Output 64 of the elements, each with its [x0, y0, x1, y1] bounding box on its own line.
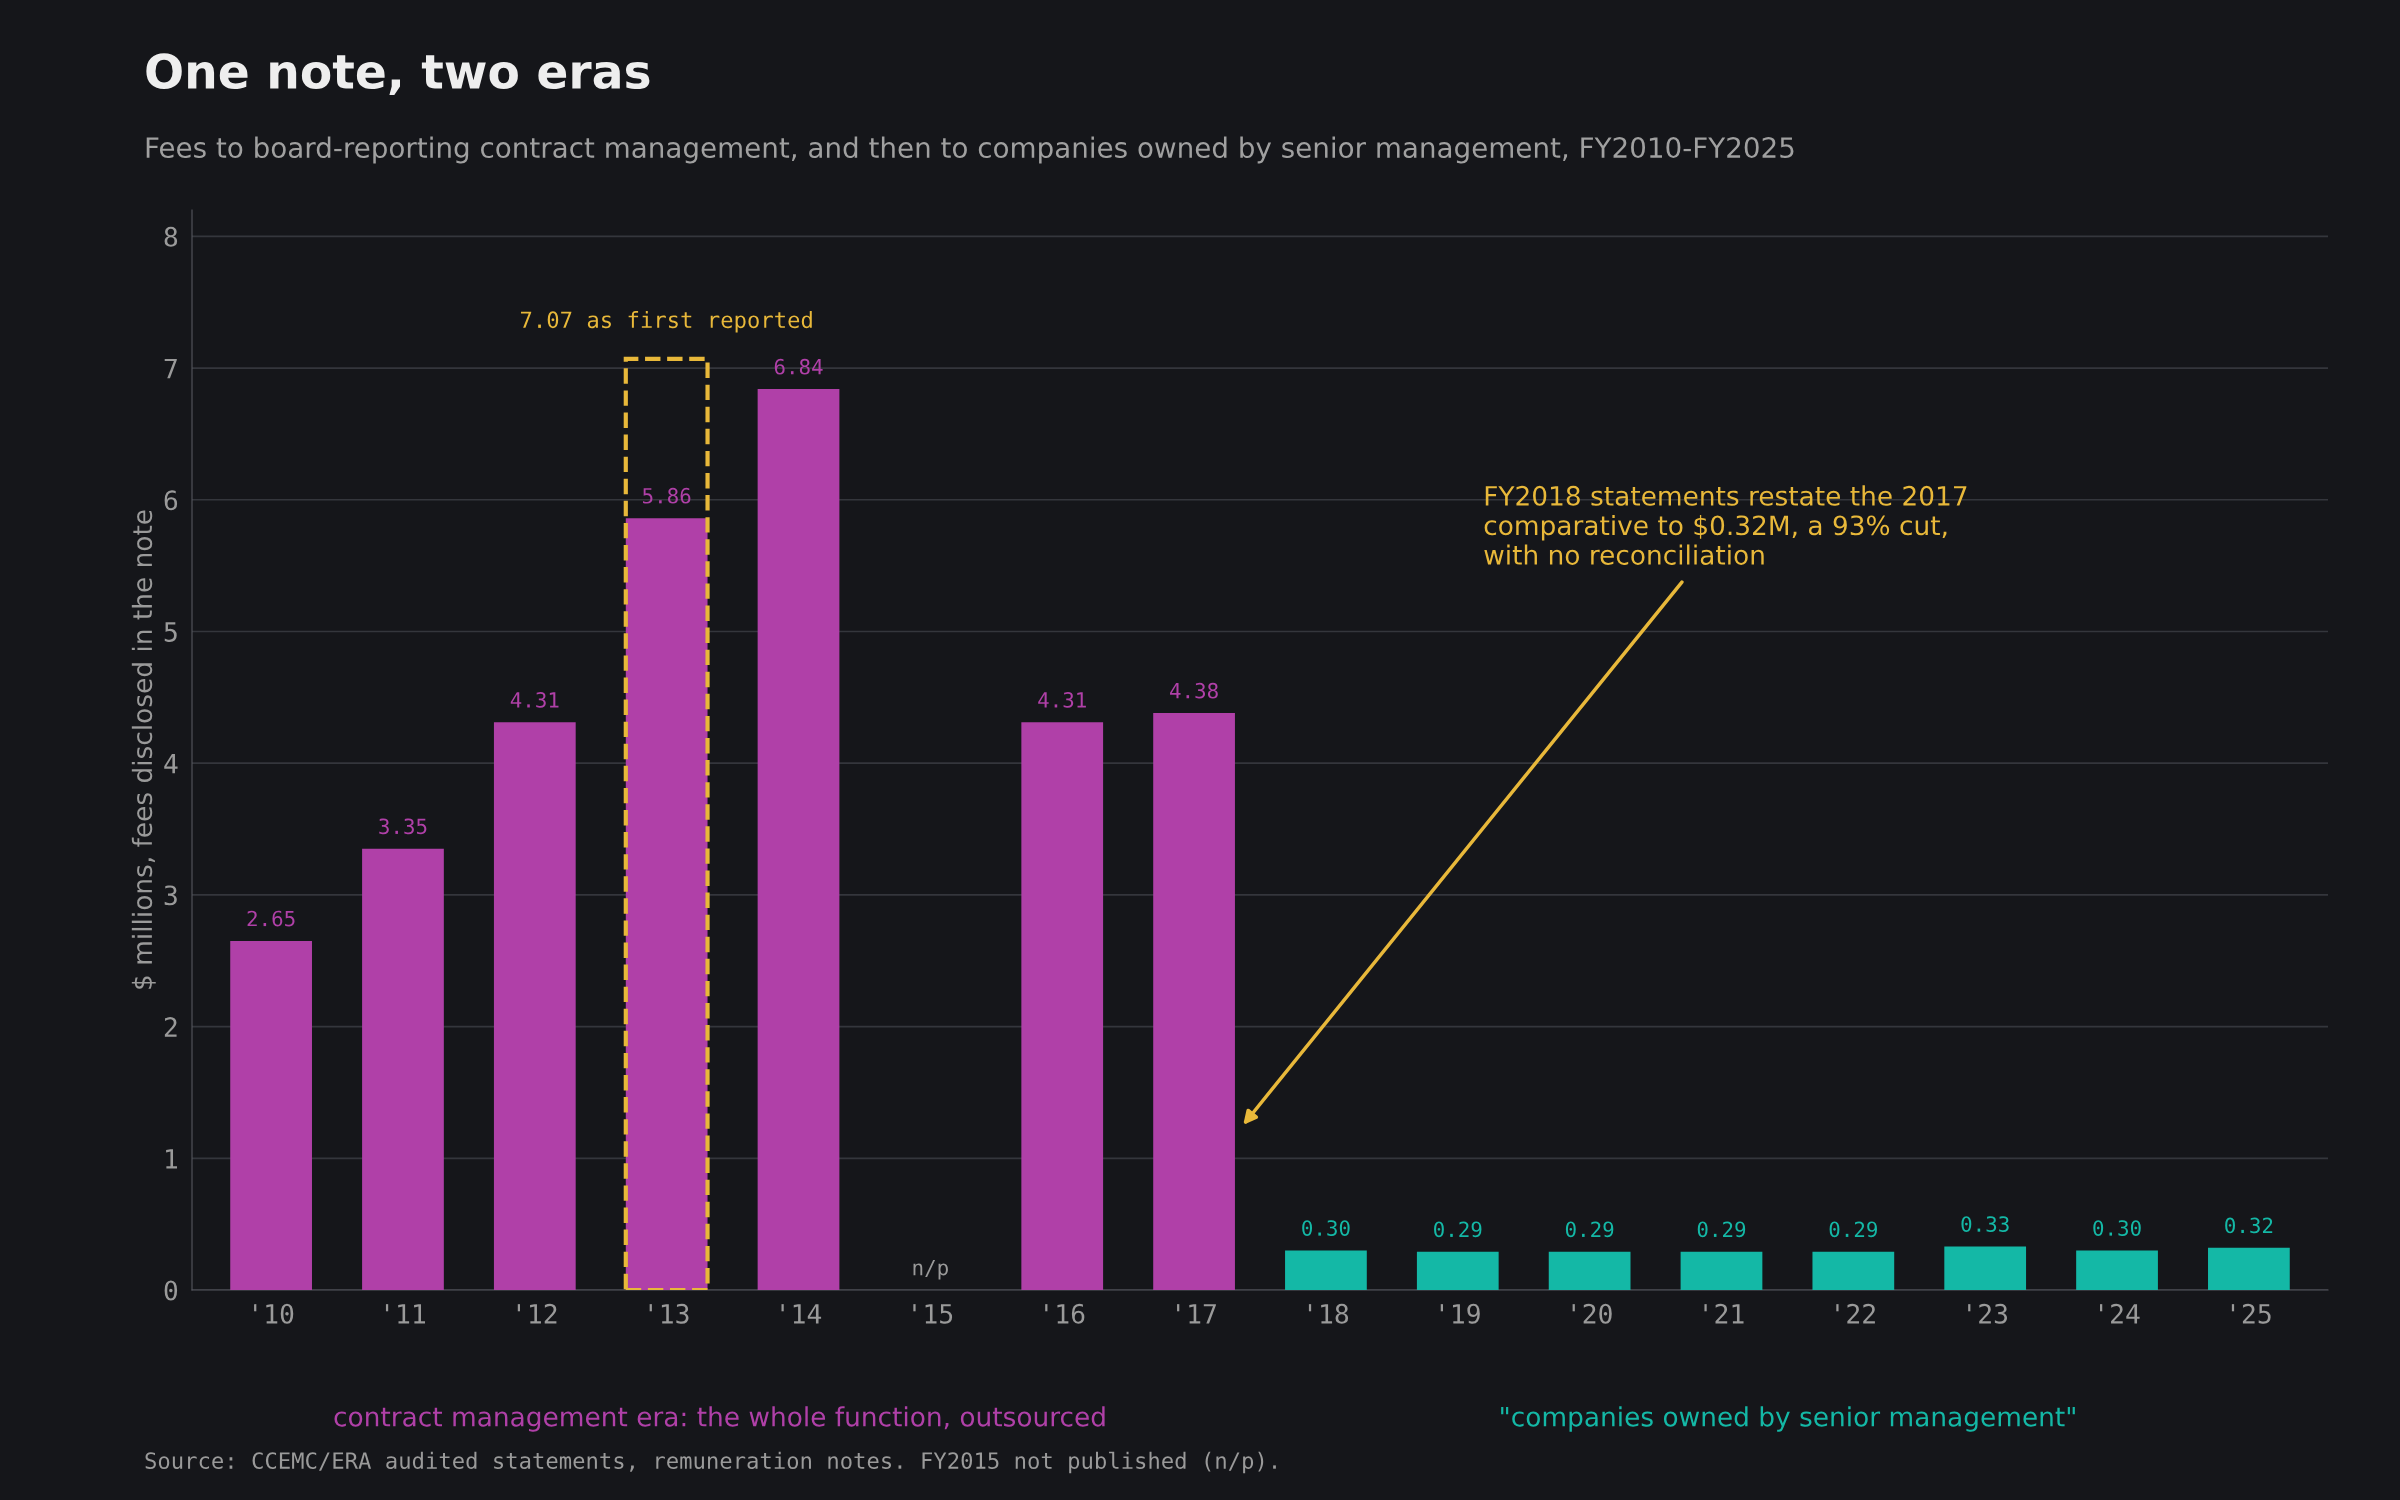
x-tick-label: '25 — [2231, 1303, 2271, 1324]
bar — [1548, 1251, 1631, 1290]
text: "companies owned by senior management" — [1501, 1406, 2075, 1432]
bar — [493, 722, 576, 1290]
data-label: 0.29 — [1829, 1221, 1878, 1238]
bar — [2208, 1247, 2290, 1290]
data-label: 0.33 — [1961, 1216, 2009, 1232]
x-tick-label: '16 — [1045, 1303, 1085, 1324]
data-label: 4.31 — [510, 692, 559, 708]
y-tick-label: 3 — [164, 885, 177, 906]
source-note: Source: CCEMC/ERA audited statements, remuneration notes. FY2015 not published (n/p). — [145, 1451, 1276, 1474]
bar — [1680, 1251, 1763, 1290]
x-tick-label: '13 — [649, 1303, 689, 1324]
x-tick-label: '24 — [2100, 1303, 2140, 1324]
bar — [1416, 1251, 1499, 1290]
x-tick-label: '18 — [1308, 1303, 1349, 1324]
bar — [230, 940, 312, 1290]
text: n/p — [913, 1259, 948, 1280]
x-tick-label: '23 — [1968, 1303, 2008, 1324]
bar — [625, 518, 708, 1290]
x-tick-label: '19 — [1440, 1303, 1480, 1324]
x-tick-label: '17 — [1177, 1304, 1216, 1324]
data-label: 0.29 — [1697, 1221, 1746, 1238]
x-tick-label: '21 — [1704, 1303, 1744, 1324]
data-label: 0.29 — [1565, 1221, 1614, 1238]
x-tick-label: '14 — [781, 1304, 822, 1324]
bar — [1021, 722, 1104, 1290]
data-label: 3.35 — [379, 818, 427, 835]
data-label: 2.65 — [247, 910, 295, 927]
annotation: 7.07 as first reported — [521, 310, 812, 333]
x-tick-label: '12 — [517, 1303, 557, 1324]
data-label: 0.32 — [2225, 1217, 2273, 1234]
y-tick-label: 5 — [164, 622, 177, 642]
x-tick-label: '20 — [1572, 1303, 1612, 1324]
data-label: 0.30 — [1302, 1220, 1350, 1236]
bar — [1153, 713, 1235, 1290]
y-axis-title: $ millions, fees disclosed in the note — [131, 510, 156, 989]
data-label: 4.31 — [1038, 692, 1086, 708]
data-label: 0.29 — [1434, 1221, 1482, 1238]
y-tick-label: 1 — [166, 1149, 178, 1169]
bar — [1944, 1246, 2027, 1290]
x-tick-label: '10 — [254, 1303, 294, 1324]
y-tick-label: 0 — [164, 1280, 178, 1301]
bar — [2076, 1250, 2158, 1290]
chart-subtitle: Fees to board-reporting contract management, and then to companies owned by senior management, FY2010-FY2025 — [146, 136, 1794, 164]
annotation: FY2018 statements restate the 2017 comparative to $0.32M, a 93% cut, with no reconciliation — [1484, 485, 1967, 565]
y-tick-label: 4 — [164, 754, 178, 774]
data-label: 5.86 — [643, 487, 691, 504]
data-label: 4.38 — [1170, 682, 1218, 699]
x-tick-label: '22 — [1836, 1303, 1875, 1324]
chart-title: One note, two eras — [146, 53, 650, 96]
y-tick-label: 6 — [164, 490, 178, 511]
x-tick-label: '15 — [913, 1304, 953, 1324]
bar — [757, 389, 840, 1290]
data-label: 6.84 — [774, 358, 823, 375]
text: contract management era: the whole function, outsourced — [334, 1406, 1105, 1432]
bar — [1285, 1250, 1367, 1290]
data-label: 0.30 — [2093, 1220, 2141, 1236]
y-tick-label: 2 — [164, 1017, 177, 1037]
y-tick-label: 7 — [164, 358, 177, 379]
bar — [362, 848, 444, 1290]
bar — [1812, 1251, 1895, 1290]
x-tick-label: '11 — [385, 1304, 425, 1324]
y-tick-label: 8 — [164, 226, 178, 247]
